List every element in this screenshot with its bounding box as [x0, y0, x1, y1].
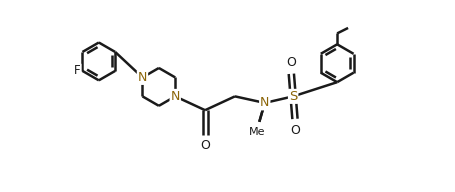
Text: N: N: [137, 71, 147, 84]
Text: Me: Me: [249, 127, 265, 137]
Text: S: S: [288, 90, 297, 103]
Text: O: O: [200, 139, 210, 152]
Text: F: F: [74, 64, 81, 77]
Text: O: O: [289, 124, 299, 137]
Text: N: N: [170, 90, 180, 103]
Text: N: N: [259, 96, 269, 109]
Text: O: O: [286, 56, 296, 69]
